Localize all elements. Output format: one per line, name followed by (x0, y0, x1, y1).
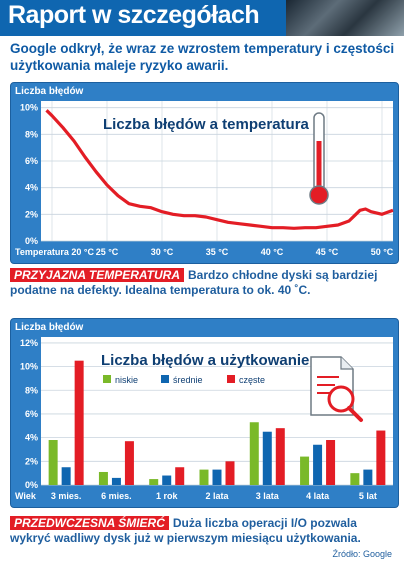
y-tick-label: 8% (25, 129, 38, 139)
bar (162, 475, 172, 485)
legend-label: średnie (173, 375, 203, 385)
x-tick-label: 3 mies. (51, 491, 82, 501)
y-tick-label: 4% (25, 183, 38, 193)
source-note: Źródło: Google (332, 549, 392, 559)
x-tick-label: 45 °C (316, 247, 339, 257)
y-tick-label: 8% (25, 385, 38, 395)
bar (111, 477, 121, 485)
legend-swatch (161, 375, 169, 383)
x-tick-label: 3 lata (256, 491, 280, 501)
bar (74, 360, 84, 485)
temperature-callout: PRZYJAZNA TEMPERATURA Bardzo chłodne dysk… (10, 268, 397, 298)
usage-callout-tag: PRZEDWCZESNA ŚMIERĆ (10, 516, 169, 530)
hard-drive-photo (286, 0, 404, 36)
y-tick-label: 6% (25, 409, 38, 419)
bar (124, 441, 134, 485)
thermometer-icon (309, 112, 329, 205)
y-tick-label: 10% (20, 103, 38, 113)
usage-callout-text: Duża liczba operacji I/O pozwala wykryć … (10, 516, 361, 545)
bar (212, 469, 222, 485)
usage-chart: 0% 2% 4% 6% 8% 10% 12% 3 mies. 6 mies. 1 rok 2 lat… (15, 337, 393, 501)
chart-title: Liczba błędów a temperatura (103, 116, 310, 133)
bar (61, 467, 71, 485)
page-title: Raport w szczegółach (8, 1, 260, 29)
header-banner: Raport w szczegółach (0, 0, 404, 36)
y-tick-label: 2% (25, 456, 38, 466)
page-subtitle: Google odkrył, że wraz ze wzrostem tempe… (10, 41, 395, 73)
x-tick-label: 1 rok (156, 491, 179, 501)
y-tick-label: 10% (20, 362, 38, 372)
usage-chart-ylabel: Liczba błędów (15, 322, 84, 333)
bar (376, 430, 386, 485)
legend-swatch (103, 375, 111, 383)
temperature-chart-ylabel: Liczba błędów (15, 86, 84, 97)
document-magnifier-icon (310, 356, 363, 422)
x-tick-label: 40 °C (261, 247, 284, 257)
x-tick-label: 5 lat (359, 491, 377, 501)
bar (262, 431, 272, 485)
x-tick-label: 35 °C (206, 247, 229, 257)
x-tick-label: 50 °C (371, 247, 394, 257)
bar (199, 469, 209, 485)
x-axis-label: Wiek (15, 491, 37, 501)
usage-chart-panel: Liczba błędów 0% 2% 4% 6% 8% 10% 12% 3 mies. 6 m… (10, 318, 399, 508)
bar (249, 422, 259, 485)
temperature-chart: 0% 2% 4% 6% 8% 10% Temperatura 20 °C 25 °C 30 °C… (15, 101, 394, 257)
thermometer-mercury (316, 141, 322, 193)
magnifier-handle (347, 406, 363, 422)
y-tick-label: 4% (25, 433, 38, 443)
y-tick-label: 12% (20, 338, 38, 348)
y-tick-label: 0% (25, 236, 38, 246)
bar (98, 471, 108, 485)
y-tick-label: 0% (25, 480, 38, 490)
x-tick-label: Temperatura 20 °C (15, 247, 94, 257)
document-fold (340, 357, 353, 370)
bar (275, 428, 285, 485)
bar (300, 456, 310, 485)
bar (149, 479, 159, 485)
usage-callout: PRZEDWCZESNA ŚMIERĆ Duża liczba operacji … (10, 516, 397, 546)
chart-title: Liczba błędów a użytkowanie (101, 352, 309, 369)
x-tick-label: 25 °C (96, 247, 119, 257)
temperature-callout-text: Bardzo chłodne dyski są bardziej podatne… (10, 268, 378, 297)
bar (175, 467, 185, 485)
temperature-chart-panel: Liczba błędów 0% 2% 4% 6% 8% 10% Temperatura 2… (10, 82, 399, 264)
bar (48, 440, 58, 485)
bar (326, 440, 336, 485)
legend-swatch (227, 375, 235, 383)
x-tick-label: 2 lata (205, 491, 229, 501)
bar (313, 444, 323, 485)
y-tick-label: 2% (25, 209, 38, 219)
x-tick-label: 6 mies. (101, 491, 132, 501)
bar (363, 469, 373, 485)
bar (225, 461, 235, 485)
magnifier-lens (327, 385, 355, 413)
legend-label: niskie (115, 375, 138, 385)
temperature-callout-tag: PRZYJAZNA TEMPERATURA (10, 268, 185, 282)
x-tick-label: 4 lata (306, 491, 330, 501)
thermometer-bulb (309, 185, 329, 205)
legend-label: częste (239, 375, 265, 385)
x-tick-label: 30 °C (151, 247, 174, 257)
y-tick-label: 6% (25, 156, 38, 166)
temperature-failure-line (45, 109, 394, 230)
bar (350, 473, 360, 485)
